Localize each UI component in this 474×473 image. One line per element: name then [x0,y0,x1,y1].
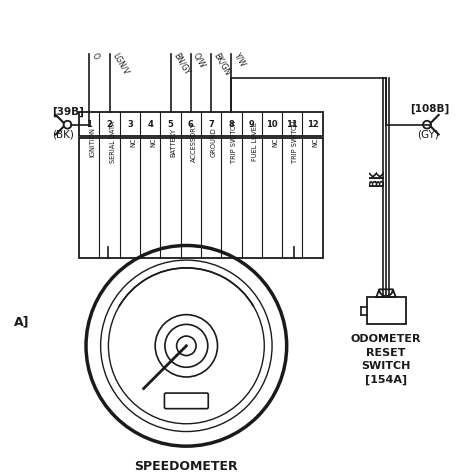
Text: BN/GY: BN/GY [172,51,191,76]
Text: SERIAL DATA: SERIAL DATA [109,121,116,163]
Text: GROUND: GROUND [211,127,217,157]
Text: NC: NC [130,138,136,147]
FancyBboxPatch shape [164,393,208,409]
Text: [108B]: [108B] [410,103,450,114]
Text: ACCESSORY: ACCESSORY [191,123,197,162]
Text: Y/W: Y/W [232,51,247,68]
Text: SWITCH: SWITCH [361,361,411,371]
Text: 6: 6 [188,120,194,129]
Text: LGN/V: LGN/V [110,51,130,76]
Text: [39B]: [39B] [52,107,84,117]
Text: O: O [91,51,101,61]
Text: A]: A] [14,315,29,328]
Text: 2: 2 [107,120,112,129]
Text: 10: 10 [266,120,278,129]
Text: NC: NC [272,138,278,147]
Bar [79,112,323,136]
Text: TRIP SWITCH: TRIP SWITCH [231,121,237,164]
Text: IGNITION: IGNITION [89,127,95,157]
Bar [366,297,406,324]
Text: O/W: O/W [192,51,208,70]
Text: 11: 11 [286,120,298,129]
Text: (GY): (GY) [417,130,439,140]
Text: [154A]: [154A] [365,375,407,385]
Text: ODOMETER: ODOMETER [351,334,421,344]
Text: BK/GN: BK/GN [212,51,232,77]
Text: 8: 8 [228,120,234,129]
Text: 5: 5 [168,120,173,129]
Text: NC: NC [150,138,156,147]
Text: BK: BK [369,170,379,186]
Text: 12: 12 [307,120,319,129]
Text: FUEL LEVEL: FUEL LEVEL [252,123,258,161]
Text: SPEEDOMETER: SPEEDOMETER [135,460,238,473]
Text: 7: 7 [208,120,214,129]
Text: 1: 1 [86,120,92,129]
Bar [79,138,323,258]
Text: RESET: RESET [366,348,406,358]
Text: BATTERY: BATTERY [171,128,176,157]
Text: (BK): (BK) [52,130,74,140]
Text: NC: NC [312,138,319,147]
Text: 3: 3 [127,120,133,129]
Text: 4: 4 [147,120,153,129]
Text: TRIP SWITCH: TRIP SWITCH [292,121,298,164]
Text: 9: 9 [249,120,255,129]
Text: BK: BK [376,170,386,186]
